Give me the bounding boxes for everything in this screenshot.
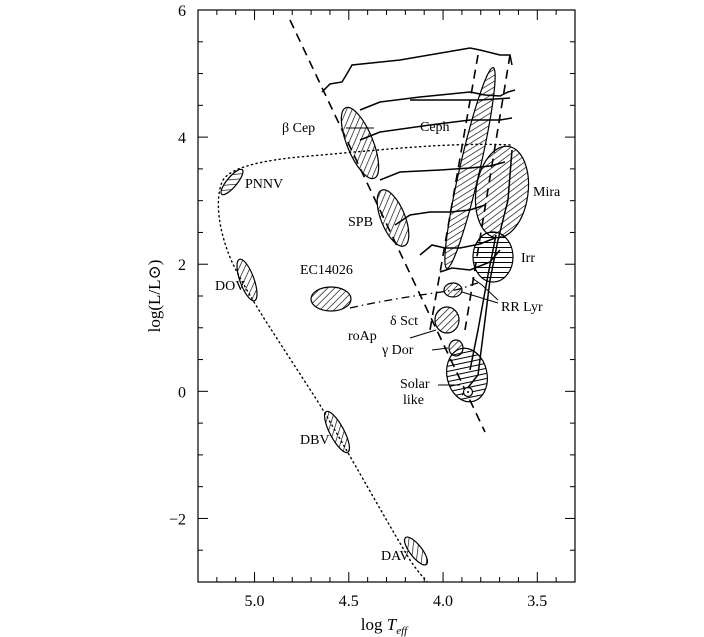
y-tick-label: −2	[169, 511, 186, 528]
y-tick-label: 4	[178, 130, 186, 147]
sun-center-icon	[467, 391, 469, 393]
label-dbv: DBV	[300, 433, 330, 448]
region-ceph	[444, 67, 496, 269]
region-irr	[472, 231, 514, 283]
evolutionary-track-5	[394, 204, 486, 226]
region-dbv	[323, 410, 351, 454]
region-beta-cep	[340, 106, 380, 180]
y-tick-label: 6	[178, 3, 186, 20]
region-labels: β Cep Ceph Mira PNNV SPB Irr EC14026 DOV…	[215, 120, 561, 564]
label-delta-sct: δ Sct	[390, 314, 418, 329]
x-axis-label: log Teff	[361, 615, 409, 637]
label-ec14026: EC14026	[300, 263, 353, 278]
region-dav	[403, 536, 429, 566]
y-axis-label: log(L/L⊙)	[145, 260, 164, 333]
label-ceph: Ceph	[420, 120, 450, 135]
label-roap: roAp	[348, 329, 377, 344]
variable-star-regions	[220, 67, 530, 566]
region-dov	[236, 258, 258, 302]
evolutionary-track-2	[359, 89, 516, 111]
evolutionary-track-3	[359, 117, 513, 141]
label-mira: Mira	[533, 185, 561, 200]
post-agb-track	[217, 143, 511, 582]
label-pnnv: PNNV	[245, 177, 283, 192]
label-gamma-dor: γ Dor	[381, 343, 414, 358]
evolutionary-track-10	[410, 97, 511, 101]
x-tick-label: 4.0	[433, 593, 453, 610]
label-arrows	[346, 127, 499, 386]
region-ec14026	[310, 286, 352, 312]
evolutionary-track-1	[321, 47, 513, 93]
x-tick-label: 5.0	[245, 593, 265, 610]
x-tick-label: 3.5	[527, 593, 547, 610]
x-tick-label: 4.5	[339, 593, 359, 610]
region-spb	[376, 189, 410, 247]
arrow-roap	[409, 329, 437, 339]
region-delta-sct	[434, 306, 460, 334]
label-beta-cep: β Cep	[282, 121, 315, 136]
region-solar-like	[446, 347, 488, 403]
label-solar: Solar	[400, 377, 430, 392]
y-tick-label: 2	[178, 257, 186, 274]
arrow-rr-lyr-2	[461, 291, 499, 304]
label-dov: DOV	[215, 279, 245, 294]
region-pnnv	[220, 168, 244, 196]
label-irr: Irr	[521, 251, 535, 266]
region-rr-lyr	[443, 282, 463, 298]
label-rr-lyr: RR Lyr	[501, 300, 543, 315]
axis-ticks: 5.0 4.5 4.0 3.5 6 4 2 0 −2	[169, 3, 575, 610]
label-like: like	[403, 393, 424, 408]
label-dav: DAV	[381, 549, 410, 564]
y-tick-label: 0	[178, 384, 186, 401]
label-spb: SPB	[348, 215, 373, 230]
arrow-rr-lyr-1	[471, 277, 499, 301]
arrow-gamma-dor	[431, 347, 449, 351]
